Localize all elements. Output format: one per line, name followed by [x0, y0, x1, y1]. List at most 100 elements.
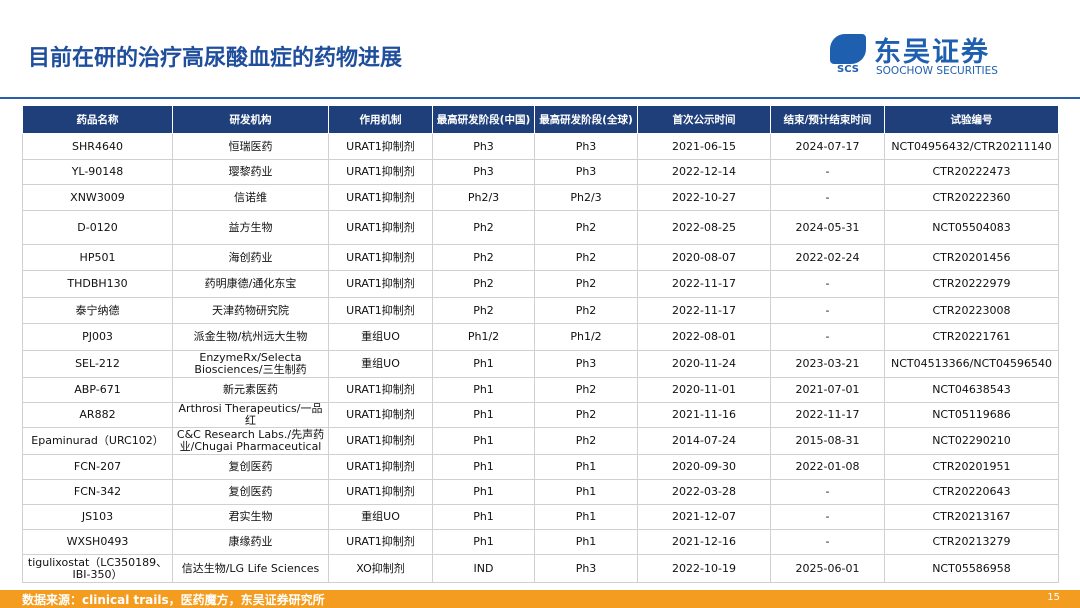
- table-cell: URAT1抑制剂: [328, 529, 433, 555]
- table-cell: D-0120: [22, 210, 173, 245]
- table-cell: 复创医药: [172, 454, 329, 480]
- page-number: 15: [1047, 592, 1060, 603]
- header-cell: 药品名称: [22, 105, 173, 134]
- table-cell: URAT1抑制剂: [328, 210, 433, 245]
- table-cell: Ph3: [432, 159, 535, 185]
- table-cell: 泰宁纳德: [22, 297, 173, 324]
- table-row: 泰宁纳德 天津药物研究院 URAT1抑制剂 Ph2 Ph2 2022-11-17- CTR2…: [22, 297, 1059, 324]
- table-cell: Ph3: [534, 133, 638, 160]
- table-cell: 君实生物: [172, 504, 329, 530]
- header-cell: 作用机制: [328, 105, 433, 134]
- table-cell: Ph2: [534, 427, 638, 455]
- table-cell: CTR20213279: [884, 529, 1059, 555]
- table-cell: Ph1: [432, 504, 535, 530]
- table-cell: CTR20221761: [884, 323, 1059, 351]
- table-cell: Ph1: [432, 350, 535, 378]
- table-cell: -: [770, 270, 885, 298]
- table-cell: CTR20213167: [884, 504, 1059, 530]
- footer: 数据来源：clinical trails，医药魔方，东吴证券研究所 15: [0, 590, 1080, 608]
- table-cell: XNW3009: [22, 184, 173, 211]
- table-cell: 康缘药业: [172, 529, 329, 555]
- table-row: tigulixostat（LC350189、IBI-350） 信达生物/LG Li…: [22, 554, 1059, 583]
- table-cell: 2022-11-17: [637, 270, 771, 298]
- table-cell: 2022-08-25: [637, 210, 771, 245]
- table-cell: 恒瑞医药: [172, 133, 329, 160]
- table-cell: Epaminurad（URC102）: [22, 427, 173, 455]
- table-cell: 2022-11-17: [637, 297, 771, 324]
- table-cell: NCT05504083: [884, 210, 1059, 245]
- table-cell: 2021-07-01: [770, 377, 885, 403]
- table-cell: URAT1抑制剂: [328, 244, 433, 271]
- table-cell: 2025-06-01: [770, 554, 885, 583]
- table-cell: 2024-05-31: [770, 210, 885, 245]
- table-cell: 2022-11-17: [770, 402, 885, 428]
- table-cell: URAT1抑制剂: [328, 427, 433, 455]
- table-cell: 2022-02-24: [770, 244, 885, 271]
- table-row: ABP-671 新元素医药 URAT1抑制剂 Ph1 Ph2 2020-11-01 2021…: [22, 377, 1059, 403]
- table-cell: tigulixostat（LC350189、IBI-350）: [22, 554, 173, 583]
- table-cell: Ph1: [432, 377, 535, 403]
- table-cell: AR882: [22, 402, 173, 428]
- table-cell: NCT04513366/NCT04596540: [884, 350, 1059, 378]
- table-cell: Ph2: [534, 297, 638, 324]
- table-cell: 2021-12-07: [637, 504, 771, 530]
- table-cell: SEL-212: [22, 350, 173, 378]
- table-cell: Ph2/3: [534, 184, 638, 211]
- header-cell: 试验编号: [884, 105, 1059, 134]
- table-cell: Ph1: [432, 479, 535, 505]
- table-cell: 2021-11-16: [637, 402, 771, 428]
- table-cell: 信达生物/LG Life Sciences: [172, 554, 329, 583]
- table-cell: 益方生物: [172, 210, 329, 245]
- table-cell: 重组UO: [328, 323, 433, 351]
- table-cell: NCT04638543: [884, 377, 1059, 403]
- table-cell: CTR20222360: [884, 184, 1059, 211]
- table-cell: Arthrosi Therapeutics/一品红: [172, 402, 329, 428]
- table-cell: Ph3: [432, 133, 535, 160]
- table-cell: Ph1/2: [432, 323, 535, 351]
- title: 目前在研的治疗高尿酸血症的药物进展: [28, 46, 403, 71]
- table-cell: Ph3: [534, 159, 638, 185]
- table-row: AR882 Arthrosi Therapeutics/一品红 URAT1抑制剂 Ph…: [22, 402, 1059, 428]
- table-cell: IND: [432, 554, 535, 583]
- table-cell: 海创药业: [172, 244, 329, 271]
- table-cell: HP501: [22, 244, 173, 271]
- table-cell: URAT1抑制剂: [328, 270, 433, 298]
- table-cell: 新元素医药: [172, 377, 329, 403]
- table-cell: -: [770, 323, 885, 351]
- table-cell: Ph2: [432, 297, 535, 324]
- logo-name: 东吴证券: [874, 37, 990, 68]
- table-cell: Ph1: [534, 454, 638, 480]
- table-cell: Ph1: [432, 402, 535, 428]
- table-row: FCN-342 复创医药 URAT1抑制剂 Ph1 Ph1 2022-03-28- CTR2…: [22, 479, 1059, 505]
- table-cell: URAT1抑制剂: [328, 184, 433, 211]
- table-cell: URAT1抑制剂: [328, 402, 433, 428]
- table-cell: -: [770, 479, 885, 505]
- table-cell: Ph1/2: [534, 323, 638, 351]
- table-cell: Ph2: [534, 210, 638, 245]
- table-cell: 派金生物/杭州远大生物: [172, 323, 329, 351]
- header-rule: [0, 97, 1080, 99]
- table-row: FCN-207 复创医药 URAT1抑制剂 Ph1 Ph1 2020-09-30 2022-…: [22, 454, 1059, 480]
- table-cell: Ph2: [534, 402, 638, 428]
- table-cell: SHR4640: [22, 133, 173, 160]
- table-cell: 重组UO: [328, 504, 433, 530]
- table-cell: 2022-12-14: [637, 159, 771, 185]
- table-cell: Ph1: [534, 529, 638, 555]
- table-cell: -: [770, 184, 885, 211]
- table-cell: 2022-03-28: [637, 479, 771, 505]
- table-row: THDBH130 药明康德/通化东宝 URAT1抑制剂 Ph2 Ph2 2022-11-1…: [22, 270, 1059, 298]
- table-cell: URAT1抑制剂: [328, 297, 433, 324]
- table-row: SHR4640 恒瑞医药 URAT1抑制剂 Ph3 Ph3 2021-06-15 2024-…: [22, 133, 1059, 160]
- table-cell: 2021-12-16: [637, 529, 771, 555]
- table-cell: Ph1: [432, 427, 535, 455]
- table-cell: ABP-671: [22, 377, 173, 403]
- table-cell: 2021-06-15: [637, 133, 771, 160]
- logo-mark: SCS: [837, 64, 859, 75]
- table-row: Epaminurad（URC102） C&C Research Labs./先声药…: [22, 427, 1059, 455]
- table-row: YL-90148 璎黎药业 URAT1抑制剂 Ph3 Ph3 2022-12-14- CTR…: [22, 159, 1059, 185]
- table-cell: 2022-10-19: [637, 554, 771, 583]
- table-cell: 2020-09-30: [637, 454, 771, 480]
- table-cell: NCT05586958: [884, 554, 1059, 583]
- table-cell: 2022-01-08: [770, 454, 885, 480]
